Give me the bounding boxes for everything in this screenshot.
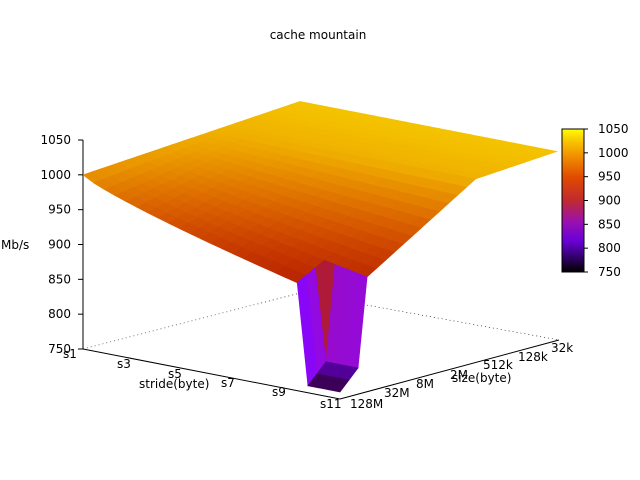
colorbar (561, 128, 585, 273)
z-tick-label: 1050 (40, 133, 71, 147)
y-tick-label: 128M (350, 397, 383, 411)
z-tick-label: 1000 (40, 168, 71, 182)
z-tick-label: 750 (48, 342, 71, 356)
z-tick-label: 900 (48, 238, 71, 252)
y-tick-label: 32k (551, 341, 573, 355)
colorbar-tick-label: 900 (598, 194, 621, 208)
z-tick-label: 850 (48, 272, 71, 286)
x-axis-label: stride(byte) (139, 377, 209, 391)
y-tick-label: 2M (450, 368, 468, 382)
y-tick-label: 32M (384, 386, 410, 400)
surface-facet (328, 377, 350, 393)
chart-title: cache mountain (270, 28, 367, 42)
colorbar-tick-label: 950 (598, 170, 621, 184)
z-tick-label: 800 (48, 307, 71, 321)
surface-mesh (82, 101, 559, 393)
x-tick-label: s11 (320, 397, 342, 411)
z-axis-ticks: 750 800 850 900 950 1000 1050 (40, 133, 83, 356)
y-tick-label: 512k (483, 358, 513, 372)
y-tick-label: 8M (416, 377, 434, 391)
x-tick-label: s3 (117, 357, 131, 371)
x-axis-ticks: s1 s3 s5 s7 s9 s11 (63, 347, 342, 411)
x-tick-label: s9 (272, 385, 286, 399)
colorbar-tick-label: 750 (598, 265, 621, 279)
colorbar-tick-label: 1050 (598, 122, 629, 136)
y-axis-label: size(byte) (452, 371, 511, 385)
z-axis-label: Mb/s (1, 238, 29, 252)
colorbar-tick-label: 1000 (598, 146, 629, 160)
colorbar-tick-label: 850 (598, 217, 621, 231)
colorbar-tick-label: 800 (598, 241, 621, 255)
z-tick-label: 950 (48, 203, 71, 217)
x-tick-label: s1 (63, 347, 77, 361)
x-tick-label: s5 (168, 367, 182, 381)
y-tick-label: 128k (518, 350, 548, 364)
x-tick-label: s7 (221, 376, 235, 390)
colorbar-ticks: 750 800 850 900 950 1000 1050 (584, 122, 629, 279)
